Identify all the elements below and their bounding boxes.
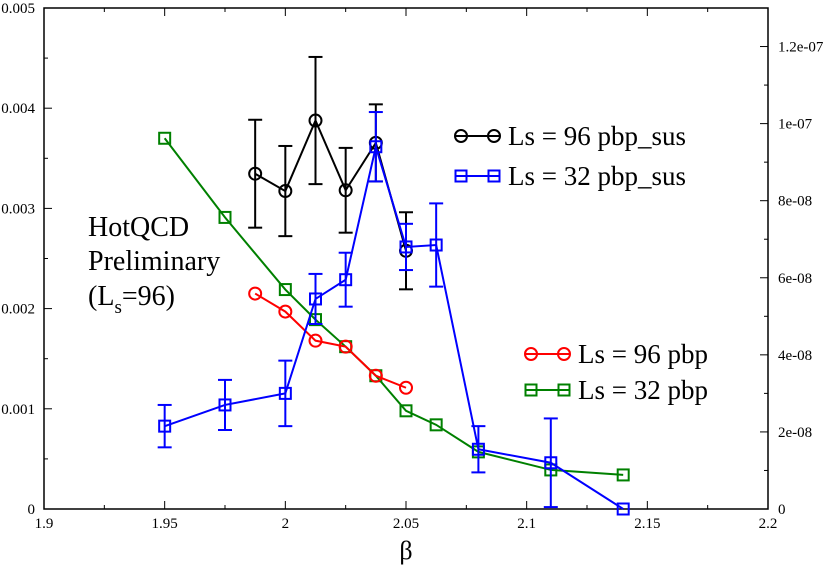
data-point-2-4 <box>368 368 383 383</box>
axis-ticks: 1.9 1.95 2 2.05 2.1 2.15 2.200.0010.0020.0030.… <box>1 1 824 532</box>
data-point-1-1 <box>218 398 232 412</box>
series-0 <box>248 55 413 291</box>
data-point-1-4 <box>339 273 353 287</box>
annotation-line-3-prefix: (L <box>88 281 114 312</box>
annotation-line-3: (Ls=96) <box>88 281 175 318</box>
x-tick-label-1: 1.95 <box>152 516 178 532</box>
annotation-line-3-subscript: s <box>114 297 121 318</box>
data-point-0-2 <box>308 113 323 128</box>
data-point-3-0 <box>158 131 172 145</box>
x-tick-label-2: 2 <box>282 516 290 532</box>
data-point-2-1 <box>278 304 293 319</box>
data-point-1-0 <box>158 419 172 433</box>
data-point-3-10 <box>616 468 630 482</box>
y2-tick-label-1: 2e-08 <box>778 425 812 441</box>
legend-label-2: Ls = 96 pbp <box>578 339 708 369</box>
legend-label-0: Ls = 96 pbp_sus <box>508 121 686 151</box>
data-point-0-1 <box>278 184 293 199</box>
annotation-line-1: HotQCD <box>88 212 189 243</box>
legend-label-3: Ls = 32 pbp <box>578 375 708 405</box>
data-point-2-5 <box>399 380 413 395</box>
y2-tick-label-0: 0 <box>778 502 786 518</box>
legend-marker-0-a <box>454 129 468 143</box>
legend-marker-1-b <box>487 169 501 183</box>
y2-tick-label-5: 1e-07 <box>778 117 813 133</box>
legend-label-1: Ls = 32 pbp_sus <box>508 161 686 191</box>
data-point-1-3 <box>309 292 322 306</box>
legend-marker-2-a <box>524 347 538 361</box>
x-tick-label-4: 2.1 <box>517 516 536 532</box>
x-tick-label-5: 2.15 <box>634 516 660 532</box>
series-line-1 <box>164 142 624 510</box>
series-line-2 <box>254 292 407 389</box>
series-line-0 <box>254 118 407 252</box>
series-1 <box>157 111 630 516</box>
legend-marker-3-a <box>524 383 538 397</box>
data-point-3-2 <box>278 283 292 297</box>
annotation-line-3-suffix: =96) <box>122 281 175 312</box>
data-point-2-2 <box>308 333 323 348</box>
x-tick-label-6: 2.2 <box>759 516 778 532</box>
y-tick-label-5: 0.005 <box>1 1 35 17</box>
y-tick-label-0: 0 <box>28 502 36 518</box>
y-tick-label-4: 0.004 <box>1 101 35 117</box>
series-layer <box>157 55 630 516</box>
legend-marker-1-a <box>454 169 468 183</box>
x-tick-label-0: 1.9 <box>35 516 54 532</box>
y2-tick-label-3: 6e-08 <box>778 271 812 287</box>
y-tick-label-1: 0.001 <box>1 402 35 418</box>
data-point-2-0 <box>248 286 263 301</box>
data-point-0-3 <box>338 183 353 198</box>
x-axis-title: β <box>399 536 412 565</box>
legend-marker-3-b <box>557 383 571 397</box>
data-point-3-1 <box>218 210 232 224</box>
data-point-1-5 <box>369 140 383 154</box>
series-2 <box>248 286 413 395</box>
data-point-1-6 <box>399 240 413 254</box>
legend: Ls = 96 pbp_sus Ls = 32 pbp_sus Ls = 96 pb… <box>454 121 708 405</box>
x-tick-label-3: 2.05 <box>393 516 419 532</box>
legend-marker-2-b <box>557 347 571 361</box>
data-point-1-2 <box>278 386 292 400</box>
y2-tick-label-2: 4e-08 <box>778 348 812 364</box>
data-point-3-7 <box>429 418 443 432</box>
annotation-line-2: Preliminary <box>88 246 220 277</box>
data-point-2-3 <box>338 339 353 354</box>
data-point-1-7 <box>429 238 443 252</box>
data-point-1-10 <box>616 502 630 516</box>
y-tick-label-3: 0.003 <box>1 201 35 217</box>
data-point-3-6 <box>399 404 413 418</box>
data-point-1-9 <box>544 456 558 470</box>
y-tick-label-2: 0.002 <box>1 302 35 318</box>
data-point-0-0 <box>248 166 263 181</box>
y2-tick-label-6: 1.2e-07 <box>778 40 824 56</box>
data-point-1-8 <box>471 442 485 456</box>
legend-marker-0-b <box>487 129 501 143</box>
y2-tick-label-4: 8e-08 <box>778 194 812 210</box>
